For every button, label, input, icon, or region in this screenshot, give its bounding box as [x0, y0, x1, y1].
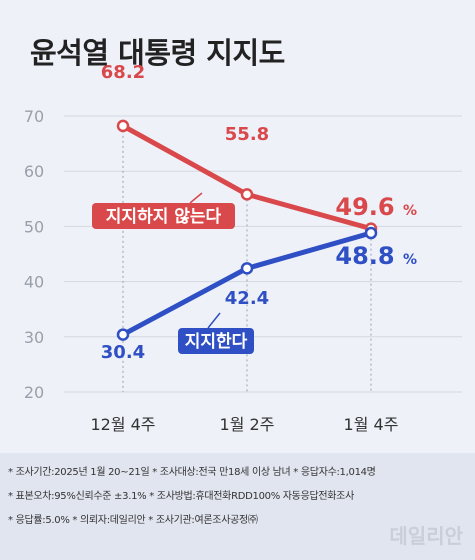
- watermark-logo: 데일리안: [389, 524, 463, 548]
- value-label-2-2: 42.4: [225, 288, 269, 309]
- value-label-1-1: 68.2: [101, 62, 145, 83]
- data-point-2-2: [240, 262, 254, 275]
- y-axis: 20 30 40 50 60 70: [24, 107, 44, 402]
- y-tick-label-30: 30: [24, 328, 44, 347]
- value-labels: 68.2 55.8 49.6 % 30.4 42.4 48.8%: [101, 62, 417, 363]
- data-point-1-2: [240, 188, 254, 201]
- data-point-1-1: [116, 119, 130, 133]
- data-point-2-3: [364, 226, 378, 240]
- x-tick-label-1: 12월 4주: [90, 415, 155, 434]
- value-label-2-3: 48.8: [335, 242, 394, 270]
- note-line-1: * 조사기간:2025년 1월 20~21일 * 조사대상:전국 만18세 이상…: [8, 467, 376, 478]
- y-tick-label-50: 50: [24, 217, 44, 236]
- y-tick-label-70: 70: [24, 107, 44, 126]
- y-tick-label-20: 20: [24, 383, 44, 402]
- value-unit-2: %: [403, 252, 417, 268]
- series-label-pointer-2: [207, 312, 221, 329]
- value-label-1-2: 55.8: [225, 124, 269, 145]
- value-unit-1: %: [403, 203, 417, 219]
- note-line-3: * 응답률:5.0% * 의뢰자:데일리안 * 조사기관:여론조사공정㈜: [8, 515, 258, 526]
- value-label-2-1: 30.4: [101, 342, 145, 363]
- series-label-box-2: [178, 328, 254, 354]
- line-chart: 20 30 40 50 60 70 12월 4주 1월 2주 1월 4주 68.2 55.8 49…: [24, 62, 462, 434]
- series-label-2: 지지한다: [185, 332, 248, 352]
- series-label-1: 지지하지 않는다: [106, 207, 222, 227]
- series-label-box-1: [92, 203, 235, 229]
- x-tick-label-2: 1월 2주: [220, 415, 275, 434]
- note-line-2: * 표본오차:95%신뢰수준 ±3.1% * 조사방법:휴대전화RDD100% …: [8, 491, 354, 502]
- x-axis: 12월 4주 1월 2주 1월 4주: [90, 415, 398, 434]
- series-label-pointer-1: [189, 192, 203, 204]
- series-line-2: [120, 230, 374, 338]
- survey-notes: * 조사기간:2025년 1월 20~21일 * 조사대상:전국 만18세 이상…: [0, 453, 475, 560]
- point-guides: [122, 125, 372, 392]
- y-tick-label-60: 60: [24, 162, 44, 181]
- data-point-2-1: [116, 328, 130, 341]
- y-tick-label-40: 40: [24, 273, 44, 292]
- series-points: [116, 119, 378, 341]
- x-tick-label-3: 1월 4주: [344, 415, 399, 434]
- chart-title: 윤석열 대통령 지지도: [30, 36, 285, 70]
- value-label-1-3: 49.6: [335, 193, 394, 221]
